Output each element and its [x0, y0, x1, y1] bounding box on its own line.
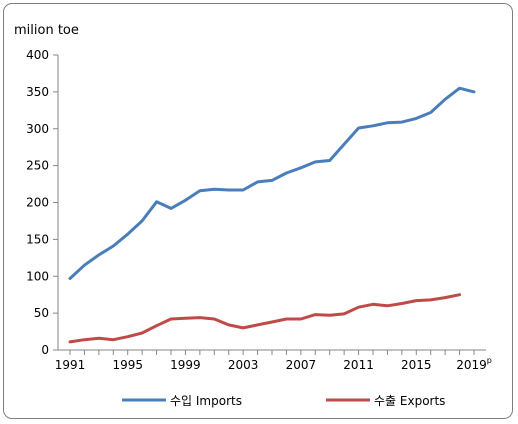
y-tick-label: 350: [26, 85, 49, 99]
x-tick-label: 1995: [112, 358, 143, 372]
y-tick-label: 200: [26, 196, 49, 210]
series-line-0: [68, 86, 476, 280]
x-axis: 1991 1995 1999 2003 2007 2011 2015 2019p: [55, 349, 492, 372]
preliminary-marker: p: [487, 356, 492, 365]
y-tick-label: 100: [26, 269, 49, 283]
y-axis: 0 50 100 150 200 250 300 350 400: [26, 48, 59, 357]
plot-lines: [68, 86, 476, 344]
x-tick-label: 2015: [401, 358, 432, 372]
x-tick-label: 2019p: [456, 356, 492, 372]
y-tick-label: 0: [41, 343, 49, 357]
y-tick-label: 400: [26, 48, 49, 62]
y-tick-label: 250: [26, 159, 49, 173]
legend: 수입 Imports 수출 Exports: [122, 394, 445, 408]
x-tick-label: 2003: [228, 358, 259, 372]
x-tick-label: 1991: [55, 358, 86, 372]
legend-label: 수입 Imports: [170, 394, 242, 408]
y-tick-label: 50: [34, 306, 49, 320]
series-line-1: [68, 293, 462, 344]
y-axis-unit-label: milion toe: [14, 23, 79, 38]
x-tick-label: 2007: [286, 358, 317, 372]
x-tick-label: 2011: [343, 358, 374, 372]
x-tick-label: 1999: [170, 358, 201, 372]
legend-label: 수출 Exports: [374, 394, 445, 408]
y-tick-label: 300: [26, 122, 49, 136]
y-tick-label: 150: [26, 232, 49, 246]
